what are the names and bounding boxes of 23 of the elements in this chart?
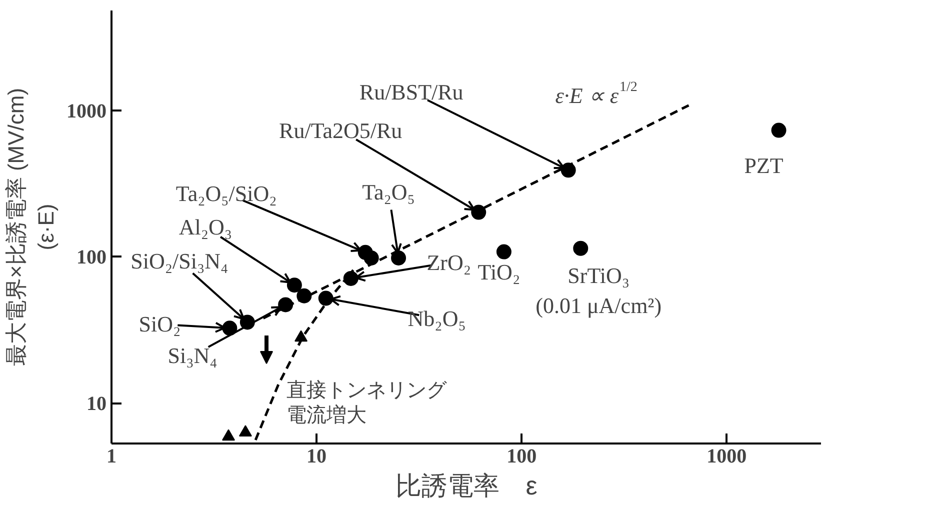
annotation: Ta₂O₅/SiO₂ [176,180,277,206]
x-tick-label: 100 [506,446,537,468]
x-tick-label: 10 [306,446,327,468]
annotation: PZT [744,152,784,178]
annotation: Al₂O₃ [178,214,232,240]
y-tick-label: 1000 [66,100,106,122]
annotation: ZrO₂ [426,250,472,275]
y-tick-label: 100 [76,246,106,269]
x-axis-title: 比誘電率 ε [396,470,538,500]
annotation: SiO₂/Si₃N₄ [130,248,228,274]
annotation: Si₃N₄ [168,343,218,368]
annotation: Nb₂O₅ [408,306,466,331]
annotation: 直接トンネリング電流増大 [286,378,448,426]
annotation: Ta₂O₅ [362,179,415,204]
annotation: TiO₂ [478,259,520,284]
y-axis-title: 最大電界×比誘電率 (MV/cm) (ε·E) [4,88,58,366]
y-tick-label: 10 [86,393,106,416]
annotation: Ru/BST/Ru [359,80,464,105]
annotation: Ru/Ta2O5/Ru [279,118,402,143]
annotation: SiO₂ [138,312,181,337]
x-tick-label: 1 [106,446,116,468]
x-tick-label: 1000 [706,446,747,468]
annotation: SrTiO₃ (0.01 μA/cm²) [536,262,662,318]
